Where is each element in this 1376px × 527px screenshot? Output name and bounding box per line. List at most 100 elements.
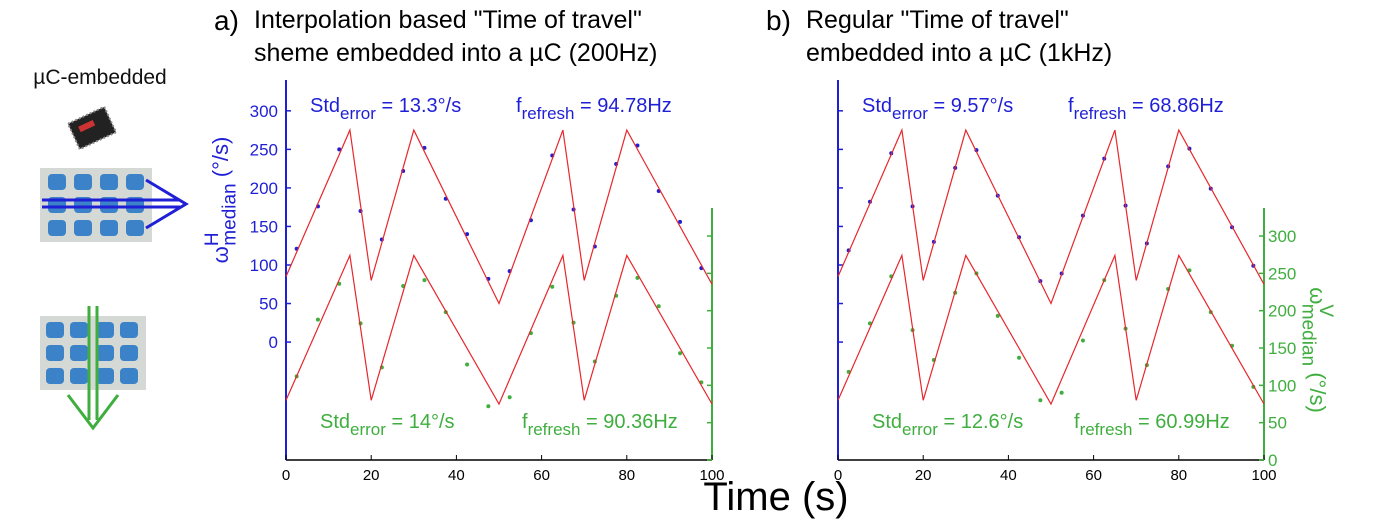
- y-tick-label: 50: [259, 295, 278, 314]
- y-tick-label: 250: [250, 140, 278, 159]
- annotation-rest: = 60.99Hz: [1132, 411, 1229, 433]
- annotation-main: Std: [862, 95, 892, 117]
- panel-title: Regular "Time of travel": [806, 6, 1069, 34]
- x-tick-label: 100: [1251, 467, 1276, 484]
- measurement-dot: [550, 284, 555, 289]
- chip-icon: [66, 105, 118, 151]
- measurement-dot: [486, 404, 491, 409]
- y2-axis-title-main: ω: [1305, 287, 1330, 304]
- annotation: frefresh = 68.86Hz: [1068, 95, 1224, 123]
- panel-label: a): [214, 5, 239, 36]
- arrow-h: [42, 178, 189, 230]
- y2-axis-title: ωVmedian (°/s): [1297, 287, 1336, 413]
- annotation-sub: refresh: [528, 420, 581, 439]
- annotation-main: f: [1068, 95, 1074, 117]
- measurement-dot: [656, 304, 661, 309]
- measurement-dot: [422, 278, 427, 283]
- x-tick-label: 80: [618, 467, 635, 484]
- x-tick-label: 40: [1000, 467, 1017, 484]
- annotation: frefresh = 90.36Hz: [522, 411, 678, 439]
- x-tick-label: 20: [363, 467, 380, 484]
- x-tick-label: 80: [1170, 467, 1187, 484]
- x-tick-label: 60: [1085, 467, 1102, 484]
- y2-tick-label: 300: [1268, 227, 1296, 246]
- annotation-rest: = 13.3°/s: [376, 95, 461, 117]
- annotation-rest: = 90.36Hz: [580, 411, 677, 433]
- reference-line: [285, 127, 713, 306]
- annotation-main: f: [516, 95, 522, 117]
- annotation: Stderror = 14°/s: [320, 411, 455, 439]
- x-tick-label: 40: [448, 467, 465, 484]
- y2-tick-label: 100: [1268, 376, 1296, 395]
- y-axis-title-rest: (°/s): [208, 137, 233, 184]
- measurement-dot: [678, 219, 683, 224]
- annotation-sub: refresh: [1080, 420, 1133, 439]
- annotation-main: Std: [310, 95, 340, 117]
- y2-tick-label: 150: [1268, 339, 1296, 358]
- annotation-main: Std: [320, 411, 350, 433]
- x-tick-label: 100: [699, 467, 724, 484]
- measurement-dot: [315, 317, 320, 322]
- y-tick-label: 0: [269, 333, 278, 352]
- annotation-rest: = 12.6°/s: [938, 411, 1023, 433]
- measurement-dot: [507, 395, 512, 400]
- measurement-dot: [1080, 338, 1085, 343]
- y-tick-label: 100: [250, 256, 278, 275]
- x-tick-label: 0: [834, 467, 842, 484]
- x-tick-label: 0: [282, 467, 290, 484]
- annotation-rest: = 14°/s: [386, 411, 455, 433]
- icon-column: µC-embedded: [33, 66, 189, 431]
- sensor-cells-v: [46, 322, 138, 384]
- annotation-main: f: [522, 411, 528, 433]
- x-tick-label: 20: [915, 467, 932, 484]
- measurement-dot: [1059, 390, 1064, 395]
- panel-label: b): [766, 5, 791, 36]
- annotation: frefresh = 94.78Hz: [516, 95, 672, 123]
- measurement-dot: [1038, 398, 1043, 403]
- y2-tick-label: 250: [1268, 264, 1296, 283]
- annotation-main: f: [1074, 411, 1080, 433]
- panel-title: Interpolation based "Time of travel": [254, 6, 642, 34]
- y-tick-label: 150: [250, 217, 278, 236]
- arrow-v: [66, 306, 120, 431]
- reference-line: [837, 127, 1265, 306]
- y2-tick-label: 0: [1268, 451, 1277, 470]
- panel-title: embedded into a µC (1kHz): [806, 39, 1112, 67]
- y-axis-title-sub: median: [220, 183, 241, 245]
- y2-axis-title-sup: V: [1315, 304, 1336, 317]
- reference-line: [285, 253, 713, 406]
- y-axis-title-main: ω: [208, 246, 233, 263]
- y-tick-label: 300: [250, 102, 278, 121]
- annotation-sub: refresh: [522, 104, 575, 123]
- annotation-rest: = 68.86Hz: [1126, 95, 1223, 117]
- y-tick-label: 200: [250, 179, 278, 198]
- x-axis-label: Time (s): [703, 475, 848, 519]
- measurement-dot: [678, 351, 683, 356]
- annotation-sub: refresh: [1074, 104, 1127, 123]
- measurement-dot: [1017, 355, 1022, 360]
- icon-label: µC-embedded: [33, 66, 167, 89]
- annotation-sub: error: [902, 420, 938, 439]
- annotation-main: Std: [872, 411, 902, 433]
- y2-tick-label: 200: [1268, 302, 1296, 321]
- y2-axis-title-sub: median: [1297, 304, 1318, 366]
- x-tick-label: 60: [533, 467, 550, 484]
- annotation-sub: error: [350, 420, 386, 439]
- annotation-rest: = 94.78Hz: [574, 95, 671, 117]
- annotation-sub: error: [892, 104, 928, 123]
- measurement-dot: [995, 313, 1000, 318]
- y2-tick-label: 50: [1268, 414, 1287, 433]
- annotation-rest: = 9.57°/s: [928, 95, 1013, 117]
- reference-line: [837, 253, 1265, 406]
- annotation: Stderror = 9.57°/s: [862, 95, 1013, 123]
- measurement-dot: [337, 147, 342, 152]
- annotation: frefresh = 60.99Hz: [1074, 411, 1230, 439]
- annotation: Stderror = 13.3°/s: [310, 95, 461, 123]
- y-axis-title: ωHmedian (°/s): [202, 137, 241, 264]
- panel-title: sheme embedded into a µC (200Hz): [254, 39, 658, 67]
- y2-axis-title-rest: (°/s): [1305, 366, 1330, 413]
- annotation-sub: error: [340, 104, 376, 123]
- measurement-dot: [465, 362, 470, 367]
- annotation: Stderror = 12.6°/s: [872, 411, 1023, 439]
